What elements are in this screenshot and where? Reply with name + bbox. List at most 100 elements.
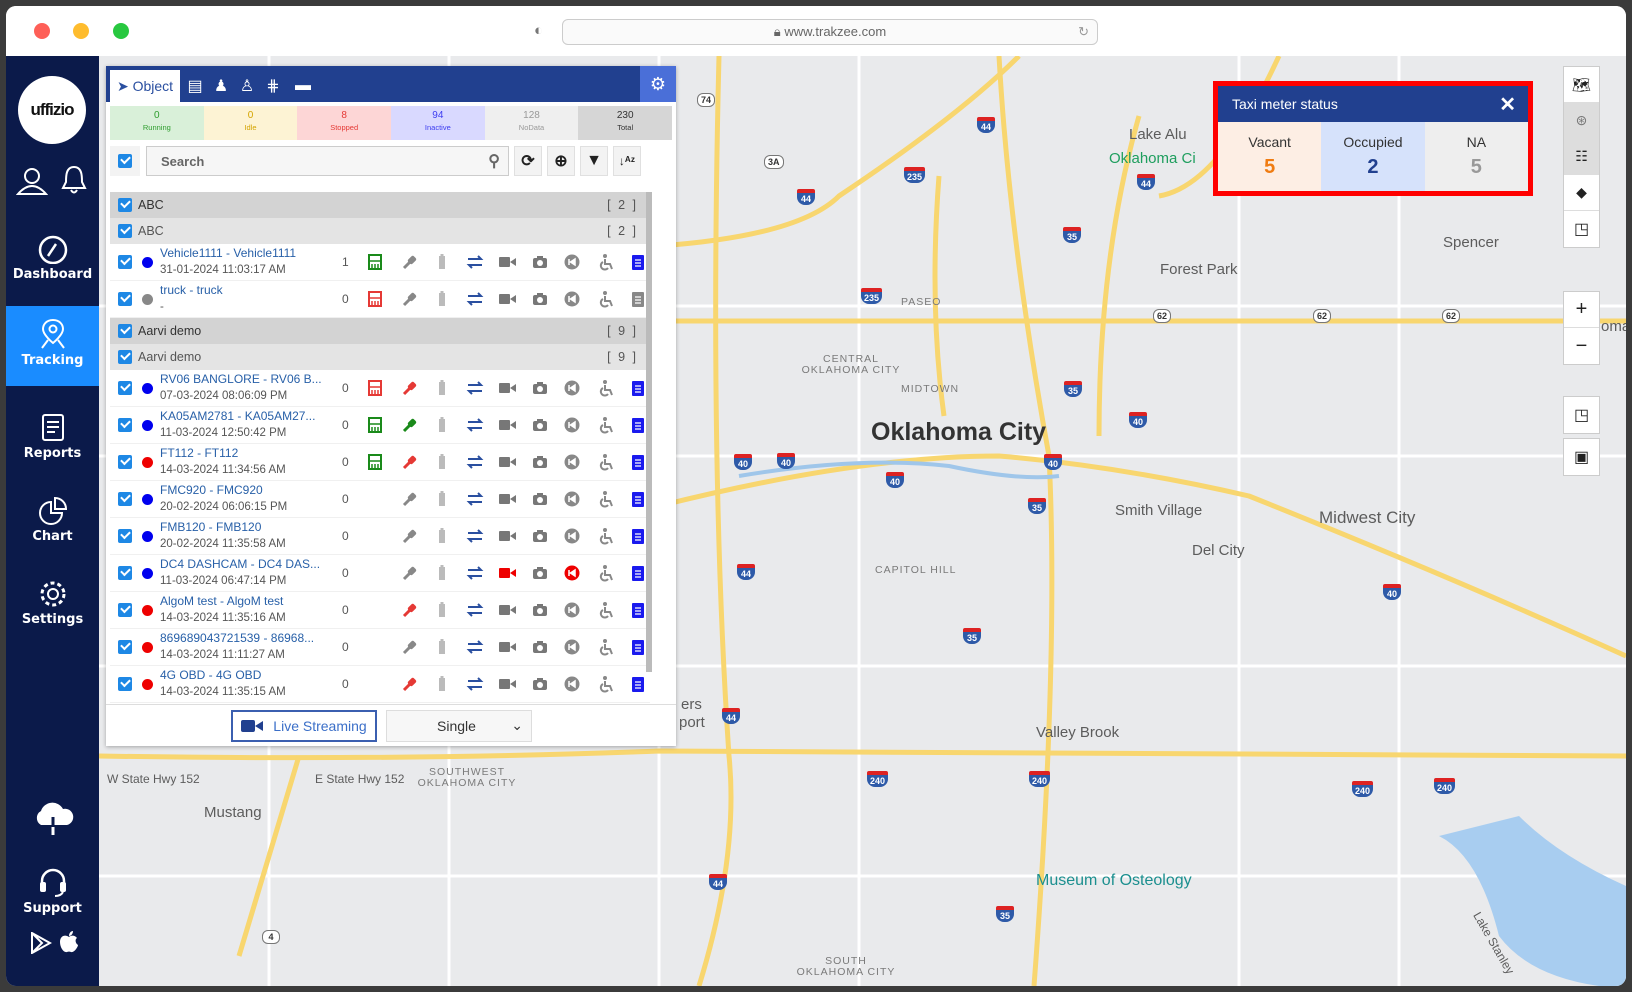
wheelchair-icon[interactable] [597, 601, 615, 619]
group-header[interactable]: Aarvi demo [ 9 ] [110, 318, 650, 344]
battery-icon[interactable] [433, 675, 451, 693]
vehicle-name[interactable]: truck - truck [160, 283, 223, 297]
camera-icon[interactable] [531, 416, 549, 434]
refresh-button[interactable]: ⟳ [514, 146, 542, 176]
camera-icon[interactable] [531, 490, 549, 508]
stat-stopped[interactable]: 8 Stopped [297, 106, 392, 140]
vehicle-row[interactable]: AlgoM test - AlgoM test 14-03-2024 11:35:… [110, 592, 650, 629]
playback-icon[interactable] [563, 601, 581, 619]
video-icon[interactable] [498, 675, 516, 693]
wheelchair-icon[interactable] [597, 564, 615, 582]
camera-icon[interactable] [531, 601, 549, 619]
playback-icon[interactable] [563, 638, 581, 656]
address-bar[interactable]: 🔒︎ www.trakzee.com ↻ [562, 19, 1098, 45]
playback-icon[interactable] [563, 253, 581, 271]
swap-icon[interactable] [466, 253, 484, 271]
ignition-key-icon[interactable] [400, 416, 418, 434]
subgroup-checkbox[interactable] [118, 350, 132, 364]
vehicle-checkbox[interactable] [118, 292, 132, 306]
taxi-cell-occupied[interactable]: Occupied 2 [1321, 122, 1425, 191]
live-streaming-button[interactable]: Live Streaming [231, 710, 377, 742]
close-icon[interactable]: ✕ [1499, 94, 1516, 116]
clipboard-icon[interactable] [629, 253, 647, 271]
video-icon[interactable] [498, 416, 516, 434]
playback-icon[interactable] [563, 527, 581, 545]
sidebar-item-reports[interactable]: Reports [6, 413, 99, 461]
ignition-key-icon[interactable] [400, 453, 418, 471]
clipboard-icon[interactable] [629, 601, 647, 619]
sidebar-item-tracking[interactable]: Tracking [6, 306, 99, 386]
clipboard-icon[interactable] [629, 564, 647, 582]
vehicle-name[interactable]: Vehicle1111 - Vehicle1111 [160, 246, 297, 260]
swap-icon[interactable] [466, 416, 484, 434]
clipboard-icon[interactable] [629, 290, 647, 308]
maximize-window-button[interactable] [113, 23, 129, 39]
vehicle-row[interactable]: DC4 DASHCAM - DC4 DAS... 11-03-2024 06:47… [110, 555, 650, 592]
vehicle-row[interactable]: RV06 BANGLORE - RV06 B... 07-03-2024 08:0… [110, 370, 650, 407]
video-icon[interactable] [498, 253, 516, 271]
swap-icon[interactable] [466, 290, 484, 308]
camera-icon[interactable] [531, 527, 549, 545]
battery-icon[interactable] [433, 416, 451, 434]
filter-button[interactable]: ▼ [580, 146, 608, 176]
vehicle-row[interactable]: FMC920 - FMC920 20-02-2024 06:06:15 PM 0 [110, 481, 650, 518]
clipboard-icon[interactable] [629, 638, 647, 656]
add-object-button[interactable]: ⊕ [547, 146, 575, 176]
group-checkbox[interactable] [118, 324, 132, 338]
clipboard-icon[interactable] [629, 675, 647, 693]
meter-icon[interactable] [366, 290, 384, 308]
playback-icon[interactable] [563, 675, 581, 693]
vehicle-checkbox[interactable] [118, 418, 132, 432]
swap-icon[interactable] [466, 453, 484, 471]
vehicle-checkbox[interactable] [118, 255, 132, 269]
clipboard-icon[interactable] [629, 416, 647, 434]
meter-icon[interactable] [366, 453, 384, 471]
vehicle-name[interactable]: RV06 BANGLORE - RV06 B... [160, 372, 322, 386]
wheelchair-icon[interactable] [597, 290, 615, 308]
battery-icon[interactable] [433, 601, 451, 619]
meter-icon[interactable] [366, 416, 384, 434]
tab-fence[interactable]: ⋕ [262, 70, 284, 102]
playback-icon[interactable] [563, 564, 581, 582]
playback-icon[interactable] [563, 416, 581, 434]
wheelchair-icon[interactable] [597, 453, 615, 471]
swap-icon[interactable] [466, 564, 484, 582]
battery-icon[interactable] [433, 379, 451, 397]
battery-icon[interactable] [433, 638, 451, 656]
taxi-meter-button[interactable]: ▣ [1563, 438, 1600, 476]
vehicle-checkbox[interactable] [118, 529, 132, 543]
zoom-in-button[interactable]: + [1564, 292, 1599, 328]
vehicle-checkbox[interactable] [118, 381, 132, 395]
close-window-button[interactable] [34, 23, 50, 39]
swap-icon[interactable] [466, 379, 484, 397]
meter-icon[interactable] [366, 253, 384, 271]
vehicle-name[interactable]: KA05AM2781 - KA05AM27... [160, 409, 316, 423]
subgroup-header[interactable]: Aarvi demo [ 9 ] [110, 344, 650, 370]
taxi-cell-na[interactable]: NA 5 [1424, 122, 1528, 191]
ruler-button[interactable]: ◳ [1563, 396, 1600, 434]
vehicle-row[interactable]: 869689043721539 - 86968... 14-03-2024 11:… [110, 629, 650, 666]
swap-icon[interactable] [466, 675, 484, 693]
wheelchair-icon[interactable] [597, 253, 615, 271]
vehicle-name[interactable]: AlgoM test - AlgoM test [160, 594, 284, 608]
group-checkbox[interactable] [118, 198, 132, 212]
stat-running[interactable]: 0 Running [110, 106, 204, 140]
measure-button[interactable]: ◳ [1564, 211, 1599, 247]
group-header[interactable]: ABC [ 2 ] [110, 192, 650, 218]
sidebar-item-chart[interactable]: Chart [6, 496, 99, 544]
stat-nodata[interactable]: 128 NoData [484, 106, 579, 140]
minimize-window-button[interactable] [73, 23, 89, 39]
playback-icon[interactable] [563, 453, 581, 471]
wheelchair-icon[interactable] [597, 527, 615, 545]
ignition-key-icon[interactable] [400, 675, 418, 693]
video-icon[interactable] [498, 527, 516, 545]
meter-icon[interactable] [366, 379, 384, 397]
vehicle-name[interactable]: FMC920 - FMC920 [160, 483, 263, 497]
reload-icon[interactable]: ↻ [1078, 24, 1089, 39]
video-icon[interactable] [498, 638, 516, 656]
vehicle-checkbox[interactable] [118, 455, 132, 469]
video-icon[interactable] [498, 564, 516, 582]
select-all-checkbox[interactable] [110, 146, 140, 176]
clipboard-icon[interactable] [629, 453, 647, 471]
video-icon[interactable] [498, 490, 516, 508]
